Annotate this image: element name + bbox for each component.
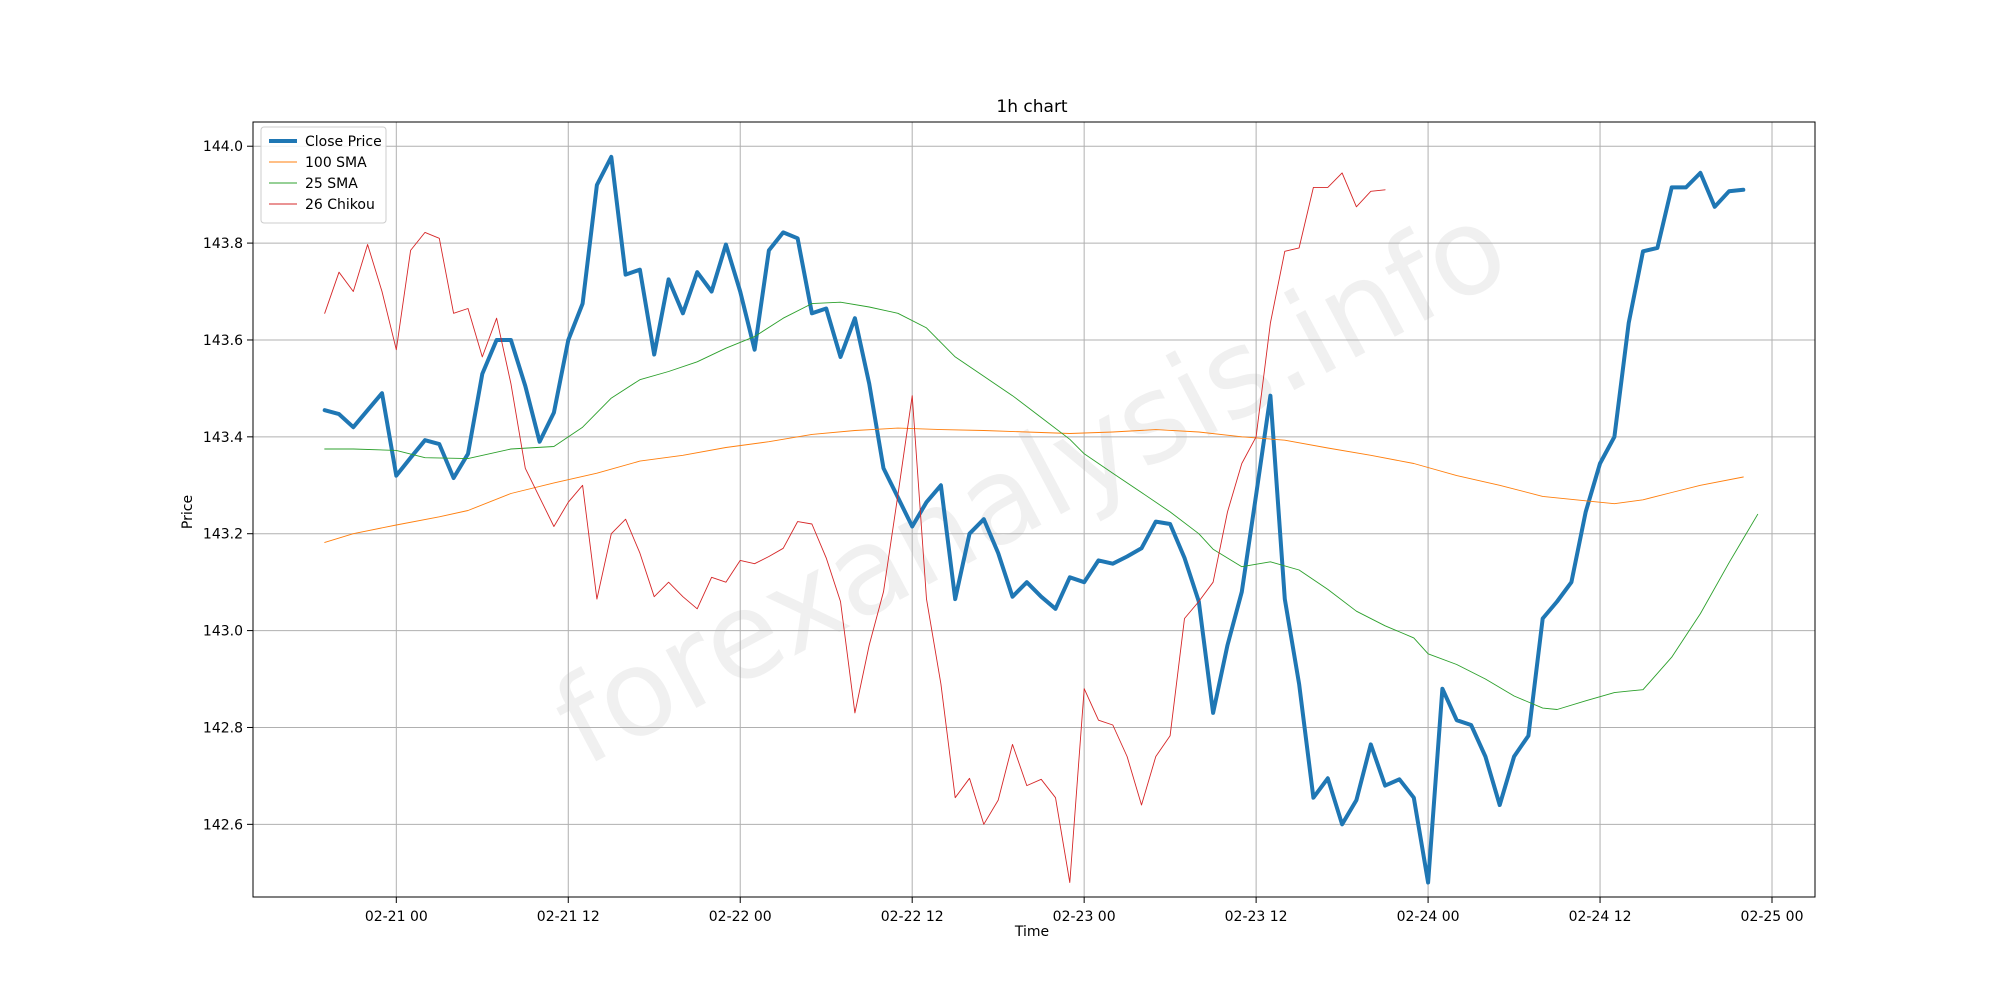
x-tick-label: 02-25 00 [1741, 909, 1804, 925]
legend-label: 26 Chikou [305, 197, 375, 213]
legend-label: Close Price [305, 134, 382, 150]
series-lines [322, 154, 1759, 885]
x-tick-label: 02-24 12 [1569, 909, 1632, 925]
y-axis-label: Price [180, 495, 196, 529]
x-axis-label: Time [1014, 924, 1049, 940]
axis-ticks: 02-21 00 02-21 12 02-22 00 02-22 12 02-23 00… [203, 139, 1804, 925]
legend-label: 100 SMA [305, 155, 367, 171]
series-line-26-chikou [324, 172, 1386, 883]
x-tick-label: 02-23 00 [1053, 909, 1116, 925]
x-tick-label: 02-23 12 [1225, 909, 1288, 925]
x-tick-label: 02-21 00 [365, 909, 428, 925]
y-tick-label: 142.6 [203, 817, 243, 833]
y-tick-label: 144.0 [203, 139, 243, 155]
y-tick-label: 143.4 [203, 430, 243, 446]
y-tick-label: 142.8 [203, 720, 243, 736]
x-tick-label: 02-22 12 [881, 909, 944, 925]
legend-label: 25 SMA [305, 176, 358, 192]
grid-lines [253, 122, 1815, 897]
x-tick-label: 02-21 12 [537, 909, 600, 925]
chart-title: 1h chart [996, 97, 1068, 117]
legend: Close Price 100 SMA 25 SMA 26 Chikou [260, 126, 387, 224]
x-tick-label: 02-24 00 [1397, 909, 1460, 925]
series-line-25-sma [324, 301, 1759, 710]
y-tick-label: 143.8 [203, 236, 243, 252]
y-tick-label: 143.0 [203, 624, 243, 640]
legend-box [260, 126, 387, 224]
plot-area-frame [252, 121, 1816, 898]
x-tick-label: 02-22 00 [709, 909, 772, 925]
series-line-100-sma [324, 427, 1744, 543]
series-line-close-price [322, 154, 1746, 885]
y-tick-label: 143.2 [203, 527, 243, 543]
y-tick-label: 143.6 [203, 333, 243, 349]
